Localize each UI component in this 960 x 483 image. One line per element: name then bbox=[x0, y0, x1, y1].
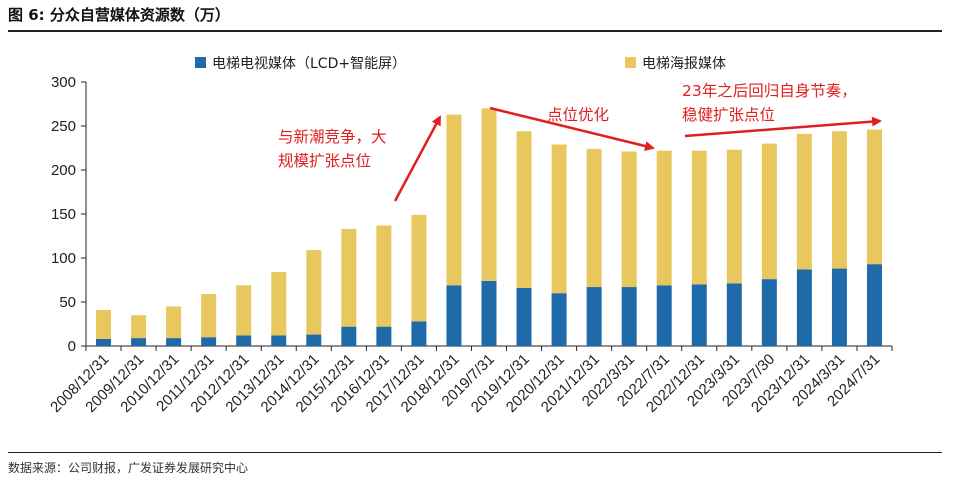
bar-segment-tv bbox=[446, 285, 462, 346]
bar-segment-tv bbox=[201, 337, 217, 346]
bar-segment-poster bbox=[446, 114, 462, 286]
bar-segment-tv bbox=[656, 285, 672, 346]
bar-segment-poster bbox=[131, 315, 147, 339]
bar-segment-tv bbox=[306, 334, 322, 346]
bar-segment-tv bbox=[726, 283, 742, 346]
bar-segment-tv bbox=[271, 335, 287, 346]
bar-segment-poster bbox=[271, 272, 287, 336]
y-tick-label: 100 bbox=[51, 250, 76, 267]
annotation-expansion-line-1: 与新潮竞争，大 bbox=[278, 128, 387, 146]
y-tick-label: 200 bbox=[51, 162, 76, 179]
bar-segment-poster bbox=[831, 131, 847, 269]
bar-segment-tv bbox=[761, 279, 777, 346]
legend: 电梯电视媒体（LCD+智能屏） 电梯海报媒体 bbox=[195, 56, 726, 72]
bar-segment-tv bbox=[411, 321, 427, 346]
bar-segment-poster bbox=[551, 144, 567, 294]
bar-segment-poster bbox=[166, 306, 182, 339]
y-tick-label: 0 bbox=[68, 338, 76, 355]
bar-segment-poster bbox=[656, 150, 672, 286]
bar-segment-poster bbox=[691, 150, 707, 285]
bar-segment-poster bbox=[866, 129, 882, 265]
bar-segment-poster bbox=[376, 225, 392, 327]
bar-segment-poster bbox=[621, 151, 637, 288]
annotation-arrow-optimization bbox=[489, 106, 655, 151]
bar-segment-poster bbox=[586, 148, 602, 288]
x-axis-labels: 2008/12/312009/12/312010/12/312011/12/31… bbox=[47, 351, 883, 416]
y-tick-label: 300 bbox=[51, 74, 76, 91]
y-tick-label: 50 bbox=[59, 294, 76, 311]
y-tick-label: 250 bbox=[51, 118, 76, 135]
bar-segment-poster bbox=[201, 294, 217, 338]
legend-label-tv: 电梯电视媒体（LCD+智能屏） bbox=[212, 56, 406, 72]
bar-segment-poster bbox=[236, 285, 252, 336]
top-rule bbox=[8, 30, 942, 32]
annotation-optimization-line-1: 点位优化 bbox=[547, 106, 609, 124]
legend-label-poster: 电梯海报媒体 bbox=[642, 56, 726, 72]
annotation-steady: 23年之后回归自身节奏， 稳健扩张点位 bbox=[682, 82, 862, 124]
legend-swatch-poster bbox=[625, 57, 636, 68]
bar-segment-tv bbox=[866, 264, 882, 346]
annotation-expansion: 与新潮竞争，大 规模扩张点位 bbox=[278, 128, 391, 170]
bar-segment-poster bbox=[761, 143, 777, 280]
bar-segment-tv bbox=[516, 287, 532, 346]
bar-segment-poster bbox=[796, 133, 812, 270]
bar-segment-tv bbox=[796, 269, 812, 346]
bar-segment-tv bbox=[551, 293, 567, 346]
bar-segment-poster bbox=[341, 228, 357, 327]
bottom-rule bbox=[8, 452, 942, 453]
bar-segment-tv bbox=[621, 287, 637, 346]
axes: 0 50 100 150 200 250 300 bbox=[51, 74, 893, 355]
bar-segment-tv bbox=[341, 326, 357, 346]
bar-segment-tv bbox=[131, 338, 147, 346]
source-note: 数据来源：公司财报，广发证券发展研究中心 bbox=[8, 461, 249, 475]
bar-segment-tv bbox=[831, 268, 847, 346]
bar-segment-tv bbox=[481, 280, 497, 346]
bar-segment-poster bbox=[516, 131, 532, 288]
annotation-steady-line-2: 稳健扩张点位 bbox=[682, 106, 775, 124]
bar-segment-tv bbox=[166, 338, 182, 346]
annotations: 与新潮竞争，大 规模扩张点位 点位优化 23年之后回归自身节奏， 稳健扩张点位 bbox=[278, 82, 882, 202]
bar-segment-poster bbox=[481, 108, 497, 281]
bar-segment-tv bbox=[236, 335, 252, 346]
bars bbox=[96, 108, 882, 346]
bar-segment-poster bbox=[306, 250, 322, 335]
y-tick-label: 150 bbox=[51, 206, 76, 223]
annotation-arrow-steady bbox=[684, 116, 882, 138]
bar-segment-poster bbox=[96, 309, 112, 339]
figure-title: 图 6: 分众自营媒体资源数（万） bbox=[8, 6, 230, 24]
bar-segment-poster bbox=[411, 214, 427, 322]
bar-segment-tv bbox=[96, 338, 112, 346]
bar-segment-tv bbox=[586, 287, 602, 346]
annotation-steady-line-1: 23年之后回归自身节奏， bbox=[682, 82, 857, 100]
legend-swatch-tv bbox=[195, 57, 206, 68]
annotation-optimization: 点位优化 bbox=[547, 106, 609, 124]
bar-segment-tv bbox=[691, 284, 707, 346]
annotation-arrow-expansion bbox=[393, 115, 442, 202]
bar-segment-tv bbox=[376, 326, 392, 346]
annotation-expansion-line-2: 规模扩张点位 bbox=[278, 152, 371, 170]
bar-segment-poster bbox=[726, 149, 742, 284]
